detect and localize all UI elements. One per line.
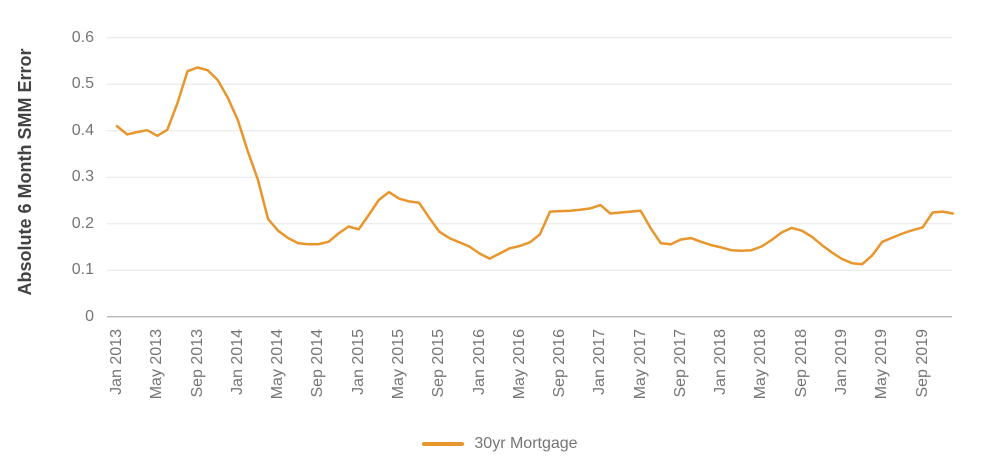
y-tick-label: 0 — [85, 307, 94, 325]
legend-line-swatch — [422, 442, 465, 446]
x-tick-label: Sep 2013 — [188, 329, 206, 398]
y-axis-title: Absolute 6 Month SMM Error — [15, 48, 35, 296]
x-tick-label: Jan 2017 — [591, 329, 609, 395]
series-line-30yr-mortgage — [115, 66, 955, 266]
x-tick-label: May 2017 — [631, 329, 649, 400]
x-tick-label: Sep 2019 — [913, 329, 931, 398]
legend: 30yr Mortgage — [0, 433, 1000, 455]
x-tick-label: Jan 2014 — [228, 329, 246, 395]
x-tick-label: May 2018 — [752, 329, 770, 400]
x-tick-label: Jan 2019 — [833, 329, 851, 395]
x-tick-label: May 2016 — [510, 329, 528, 400]
x-tick-label: Jan 2018 — [712, 329, 730, 395]
y-tick-label: 0.5 — [71, 75, 94, 93]
x-tick-label: Jan 2013 — [108, 329, 125, 395]
x-tick-label: Sep 2015 — [430, 329, 448, 398]
x-tick-label: May 2015 — [389, 329, 407, 400]
y-tick-label: 0.2 — [71, 214, 94, 232]
x-tick-label: Sep 2017 — [671, 329, 689, 398]
x-tick-label: Jan 2016 — [470, 329, 488, 395]
legend-series-label: 30yr Mortgage — [474, 435, 578, 452]
x-tick-label: Sep 2014 — [309, 329, 327, 398]
x-tick-label: May 2019 — [873, 329, 891, 400]
y-tick-label: 0.6 — [71, 28, 94, 46]
x-tick-label: May 2014 — [269, 329, 287, 400]
y-tick-label: 0.4 — [71, 121, 94, 139]
x-tick-label: Jan 2015 — [349, 329, 367, 395]
x-tick-label: Sep 2018 — [792, 329, 810, 398]
y-tick-label: 0.3 — [71, 168, 94, 186]
y-tick-label: 0.1 — [71, 261, 94, 279]
x-tick-label: May 2013 — [148, 329, 166, 400]
x-tick-label: Sep 2016 — [551, 329, 569, 398]
